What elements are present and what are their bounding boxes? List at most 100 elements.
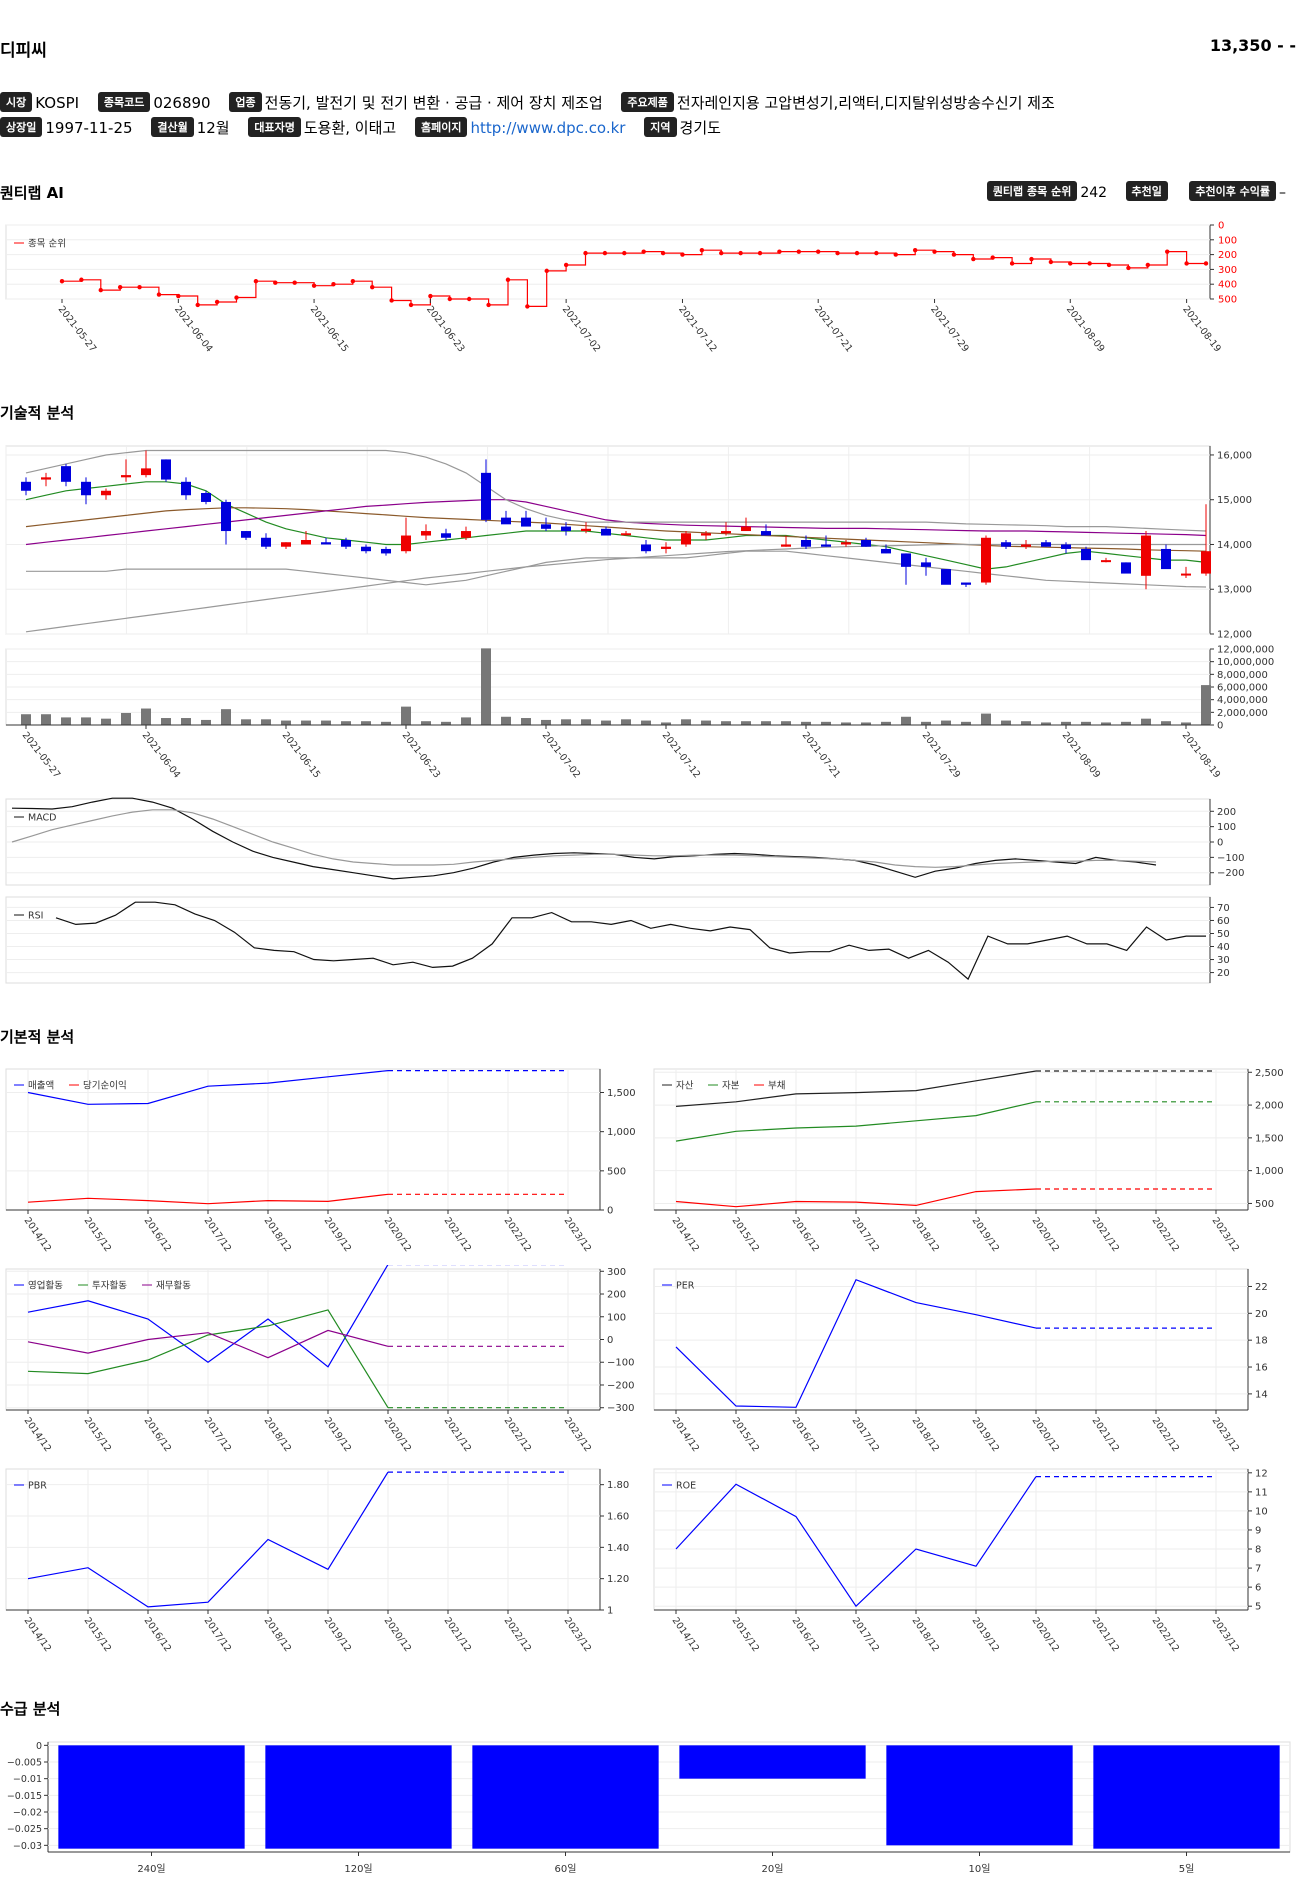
candle-body [661, 546, 671, 549]
homepage-badge: 홈페이지 [415, 117, 468, 137]
candlestick-chart: 12,000 13,000 14,000 15,000 16,000 [5, 445, 1252, 640]
volume-bar [1201, 685, 1211, 725]
volume-bar [181, 718, 191, 725]
listing-value: 1997-11-25 [45, 119, 133, 137]
y-tick-label: 8,000,000 [1217, 670, 1268, 681]
rank-point [486, 302, 491, 308]
volume-bar [821, 721, 831, 725]
y-tick-label: 40 [1217, 942, 1230, 953]
volume-bar [521, 718, 531, 725]
volume-bar [321, 720, 331, 725]
section-flow-title: 수급 분석 [0, 1700, 61, 1718]
x-tick-label: 2019/12 [322, 1415, 354, 1454]
y-tick-label: −100 [1217, 853, 1244, 864]
x-tick-label: 2022/12 [502, 1415, 534, 1454]
volume-bar [1061, 721, 1071, 725]
company-name: 디피씨 [0, 41, 47, 61]
volume-bar [441, 721, 451, 725]
candle-body [961, 582, 971, 585]
x-tick-label: 2014/12 [670, 1215, 702, 1254]
x-tick-label: 2016/12 [790, 1215, 822, 1254]
rank-point [660, 250, 666, 256]
x-tick-label: 2021-07-21 [812, 304, 855, 354]
rank-point [214, 299, 220, 305]
y-tick-label: −0.02 [13, 1808, 42, 1819]
candle-body [601, 528, 611, 536]
rank-point [447, 296, 452, 302]
candle-body [581, 528, 591, 532]
y-tick-label: 14 [1255, 1389, 1268, 1400]
x-tick-label: 2018/12 [910, 1215, 942, 1254]
candle-body [101, 490, 111, 496]
x-tick-label: 2014/12 [22, 1215, 54, 1254]
series-line [27, 1471, 389, 1608]
volume-bar [581, 719, 591, 725]
x-tick-label: 5일 [1179, 1863, 1195, 1875]
x-tick-label: 2023/12 [562, 1415, 594, 1454]
candle-body [1101, 560, 1111, 563]
rank-point [680, 252, 685, 257]
volume-bar [1121, 721, 1131, 725]
fiscal-value: 12월 [196, 119, 230, 137]
flow-bar [58, 1745, 245, 1849]
y-tick-label: 16,000 [1217, 450, 1252, 461]
x-tick-label: 2017/12 [202, 1415, 234, 1454]
info-row-1: 시장 KOSPI 종목코드 026890 업종 전동기, 발전기 및 전기 변환 · … [0, 92, 1055, 113]
x-tick-label: 2014/12 [22, 1415, 54, 1454]
candle-body [901, 553, 911, 567]
volume-bar [721, 721, 731, 725]
industry-badge: 업종 [229, 92, 262, 112]
candle-body [481, 472, 491, 520]
rank-point [331, 282, 336, 287]
legend-label: RSI [28, 911, 43, 922]
candle-body [401, 535, 411, 552]
volume-bar [921, 721, 931, 725]
volume-bar [81, 717, 91, 725]
x-tick-label: 2017/12 [202, 1615, 234, 1654]
y-tick-label: 500 [607, 1166, 626, 1177]
volume-bar [341, 721, 351, 725]
listing-badge: 상장일 [0, 117, 43, 137]
volume-bar [881, 721, 891, 725]
x-tick-label: 2021-08-09 [1064, 304, 1107, 354]
volume-bar [381, 721, 391, 725]
x-tick-label: 2021-06-04 [140, 730, 183, 780]
volume-bar [201, 719, 211, 725]
volume-bar [861, 722, 871, 725]
y-tick-label: −0.025 [7, 1824, 42, 1835]
candle-body [201, 493, 211, 502]
volume-bar [141, 708, 151, 725]
candle-body [81, 481, 91, 496]
x-tick-label: 2018/12 [910, 1615, 942, 1654]
rank-point [1087, 261, 1092, 266]
x-tick-label: 2021-07-12 [660, 730, 703, 780]
x-tick-label: 2021-08-09 [1060, 730, 1103, 780]
plot-frame [5, 1468, 601, 1611]
volume-bar [1021, 721, 1031, 725]
rank-point [1106, 262, 1112, 268]
homepage-link[interactable]: http://www.dpc.co.kr [470, 119, 626, 137]
x-tick-label: 2016/12 [142, 1215, 174, 1254]
volume-bar [501, 716, 511, 725]
x-tick-label: 60일 [555, 1863, 577, 1875]
rank-point [544, 268, 549, 274]
volume-bar [21, 714, 31, 725]
y-tick-label: 300 [607, 1267, 626, 1278]
y-tick-label: 0 [1218, 221, 1224, 232]
region-value: 경기도 [679, 119, 721, 137]
candle-body [1181, 573, 1191, 576]
volume-bar [401, 706, 411, 725]
plot-frame [653, 1468, 1249, 1611]
y-tick-label: 18 [1255, 1336, 1268, 1347]
candle-body [521, 517, 531, 527]
series-line [675, 1278, 1037, 1408]
rank-point [602, 250, 608, 256]
candle-body [181, 481, 191, 496]
x-tick-label: 2021-07-02 [560, 304, 603, 354]
flow-bar [472, 1745, 659, 1849]
x-tick-label: 2017/12 [850, 1615, 882, 1654]
macd-line [11, 797, 1157, 880]
x-tick-label: 2019/12 [322, 1615, 354, 1654]
y-tick-label: 1,000 [1255, 1166, 1284, 1177]
rank-point [583, 250, 588, 256]
